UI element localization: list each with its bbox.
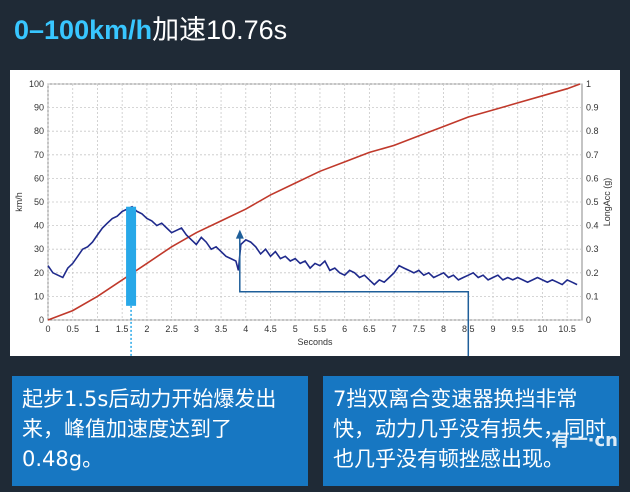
x-tick-label: 0 [45, 324, 50, 334]
title-accent: 0–100km/h [14, 15, 153, 45]
y-left-tick-label: 30 [34, 244, 44, 254]
y-left-tick-label: 60 [34, 173, 44, 183]
acceleration-chart: 010203040506070809010000.10.20.30.40.50.… [14, 79, 612, 356]
y-right-tick-label: 0.7 [586, 150, 599, 160]
watermark: 有一·cn [551, 430, 618, 451]
x-tick-label: 0.5 [66, 324, 79, 334]
y-right-tick-label: 0.2 [586, 268, 599, 278]
pointer-line-right [239, 232, 470, 356]
y-left-tick-label: 0 [39, 315, 44, 325]
y-left-tick-label: 90 [34, 103, 44, 113]
series-line-acceleration [47, 205, 578, 286]
y-right-tick-label: 0.6 [586, 173, 599, 183]
x-tick-label: 7 [392, 324, 397, 334]
y-right-tick-label: 0.9 [586, 103, 599, 113]
y-right-tick-label: 0 [586, 315, 591, 325]
x-tick-label: 4 [243, 324, 248, 334]
y-left-tick-label: 50 [34, 197, 44, 207]
x-tick-label: 5 [293, 324, 298, 334]
x-tick-label: 7.5 [413, 324, 426, 334]
x-tick-label: 10 [537, 324, 547, 334]
y-left-tick-label: 100 [29, 79, 44, 89]
x-tick-label: 2 [144, 324, 149, 334]
page-title: 0–100km/h加速10.76s [14, 8, 287, 47]
y-right-tick-label: 0.8 [586, 126, 599, 136]
y-right-tick-label: 0.4 [586, 221, 599, 231]
x-tick-label: 4.5 [264, 324, 277, 334]
title-rest: 加速10.76s [152, 15, 288, 45]
y-right-axis-label: LongAcc (g) [602, 178, 612, 227]
x-tick-label: 8 [441, 324, 446, 334]
y-left-tick-label: 10 [34, 291, 44, 301]
y-right-tick-label: 1 [586, 79, 591, 89]
x-tick-label: 3.5 [215, 324, 228, 334]
caption-right: 7挡双离合变速器换挡非常快，动力几乎没有损失，同时也几乎没有顿挫感出现。 [323, 376, 619, 486]
x-tick-label: 3 [194, 324, 199, 334]
x-tick-label: 1 [95, 324, 100, 334]
x-tick-label: 10.5 [558, 324, 576, 334]
y-left-axis-label: km/h [14, 192, 24, 212]
y-left-tick-label: 70 [34, 150, 44, 160]
x-tick-label: 6.5 [363, 324, 376, 334]
x-axis-label: Seconds [297, 337, 333, 347]
peak-highlight-bar [126, 206, 137, 306]
y-right-tick-label: 0.5 [586, 197, 599, 207]
x-tick-label: 2.5 [165, 324, 178, 334]
x-tick-label: 9.5 [511, 324, 524, 334]
x-tick-label: 5.5 [314, 324, 327, 334]
caption-left: 起步1.5s后动力开始爆发出来，峰值加速度达到了0.48g。 [12, 376, 308, 486]
x-tick-label: 9 [490, 324, 495, 334]
arrowhead-icon [235, 229, 244, 239]
y-left-tick-label: 20 [34, 268, 44, 278]
x-tick-label: 1.5 [116, 324, 129, 334]
chart-panel: 0 10 20 30 40 50 60 70 80 90 100 0 0.1 0.2 0.3 0.4 0.5 0.… [10, 70, 620, 356]
x-tick-label: 6 [342, 324, 347, 334]
series-line-speed [47, 83, 581, 321]
y-left-tick-label: 80 [34, 126, 44, 136]
y-right-tick-label: 0.3 [586, 244, 599, 254]
y-right-tick-label: 0.1 [586, 291, 599, 301]
y-left-tick-label: 40 [34, 221, 44, 231]
